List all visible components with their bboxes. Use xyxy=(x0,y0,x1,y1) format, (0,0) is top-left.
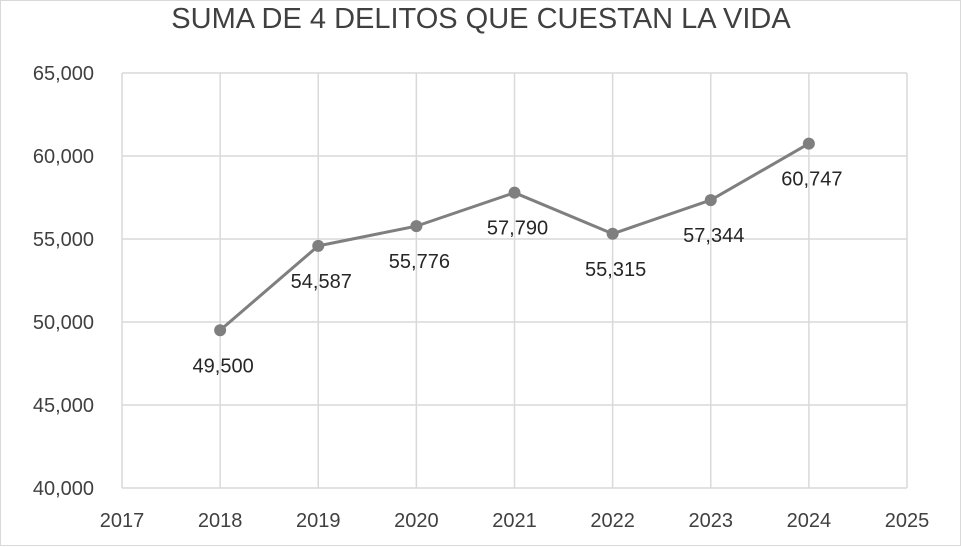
data-label: 54,587 xyxy=(291,271,352,293)
y-tick-label: 50,000 xyxy=(33,312,94,334)
gridlines xyxy=(121,72,908,489)
data-point xyxy=(508,186,521,199)
data-labels: 49,500 54,587 55,776 57,790 55,315 57,344 60,7… xyxy=(193,169,843,378)
series-line-group xyxy=(214,137,815,337)
data-point xyxy=(802,137,815,150)
y-tick-label: 45,000 xyxy=(33,395,94,417)
data-label: 49,500 xyxy=(193,355,254,377)
data-point xyxy=(410,220,423,233)
data-label: 55,776 xyxy=(389,251,450,273)
y-tick-label: 60,000 xyxy=(33,146,94,168)
data-point xyxy=(214,324,227,337)
x-tick-label: 2018 xyxy=(198,510,243,532)
data-point xyxy=(312,239,325,252)
y-tick-label: 55,000 xyxy=(33,229,94,251)
y-tick-label: 65,000 xyxy=(33,63,94,85)
data-label: 60,747 xyxy=(781,169,842,191)
x-tick-label: 2017 xyxy=(100,510,145,532)
data-point xyxy=(704,194,717,207)
x-tick-label: 2019 xyxy=(296,510,341,532)
x-tick-label: 2024 xyxy=(787,510,832,532)
axis-ticks: 40,000 45,000 50,000 55,000 60,000 65,000 2017… xyxy=(33,63,929,532)
data-label: 55,315 xyxy=(585,259,646,281)
x-tick-label: 2021 xyxy=(492,510,537,532)
x-tick-label: 2020 xyxy=(394,510,439,532)
y-tick-label: 40,000 xyxy=(33,478,94,500)
x-tick-label: 2023 xyxy=(689,510,734,532)
x-tick-label: 2022 xyxy=(590,510,635,532)
data-point xyxy=(606,227,619,240)
data-label: 57,344 xyxy=(683,225,744,247)
x-tick-label: 2025 xyxy=(885,510,930,532)
data-label: 57,790 xyxy=(487,218,548,240)
chart-title: SUMA DE 4 DELITOS QUE CUESTAN LA VIDA xyxy=(171,3,791,35)
